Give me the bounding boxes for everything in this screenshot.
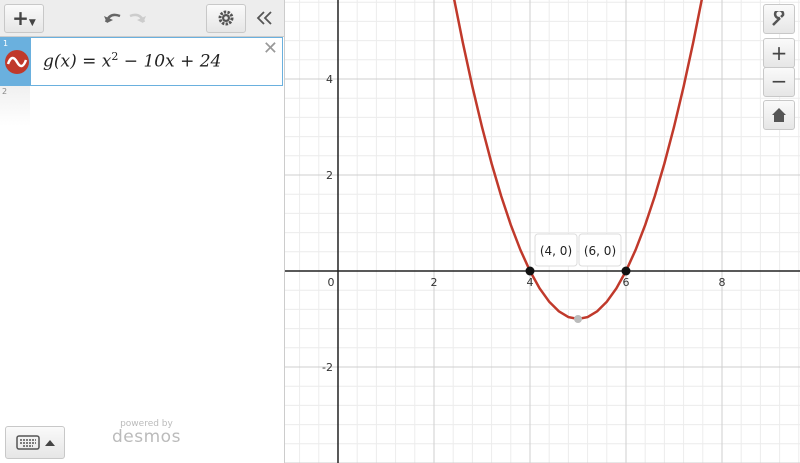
powered-by: powered by bbox=[120, 419, 173, 429]
expr-rest: − 10x + 24 bbox=[123, 51, 222, 72]
row-tab: 1 bbox=[1, 38, 31, 85]
wrench-icon bbox=[772, 8, 785, 26]
expr-base: x bbox=[101, 51, 112, 72]
expression-row[interactable]: 1 g(x) = x2 − 10x + 24 ✕ bbox=[0, 37, 283, 86]
keyboard-icon bbox=[16, 435, 55, 450]
row-number: 2 bbox=[2, 87, 8, 96]
undo-redo[interactable] bbox=[100, 8, 150, 28]
gear-icon bbox=[218, 10, 234, 26]
point-label-box bbox=[578, 233, 622, 267]
point-label: (4, 0) bbox=[540, 244, 572, 258]
expression-panel: +▼ 1 g(x) = x2 − 10x + 24 ✕ 2 powered by… bbox=[0, 0, 285, 463]
vertex-point bbox=[573, 315, 582, 324]
graph-paper: 0 2 4 6 8 -2 2 4 (4, 0) (6, 0) bbox=[285, 0, 800, 463]
branding: powered by desmos bbox=[112, 419, 181, 447]
point-label-box bbox=[534, 233, 578, 267]
y-tick-label: 2 bbox=[326, 169, 333, 182]
expr-lhs: g(x) bbox=[43, 51, 77, 72]
expr-exponent: 2 bbox=[111, 50, 119, 63]
settings-button[interactable] bbox=[206, 4, 246, 33]
expression: g(x) = x2 − 10x + 24 bbox=[43, 50, 221, 72]
zoom-in-button[interactable]: + bbox=[763, 38, 795, 68]
x-tick-label: 2 bbox=[430, 276, 437, 289]
keyboard-button[interactable] bbox=[5, 426, 65, 459]
expr-equals: = bbox=[82, 51, 97, 72]
wrench-button[interactable] bbox=[763, 4, 795, 34]
collapse-button[interactable] bbox=[256, 10, 274, 26]
graph-icon[interactable] bbox=[4, 49, 30, 75]
zoom-out-button[interactable]: − bbox=[763, 67, 795, 97]
intercept-point bbox=[621, 266, 631, 276]
home-button[interactable] bbox=[763, 100, 795, 130]
add-label: + bbox=[12, 6, 29, 30]
expression-row[interactable]: 2 bbox=[0, 86, 30, 126]
delete-button[interactable]: ✕ bbox=[262, 38, 278, 59]
y-tick-label: -2 bbox=[322, 361, 333, 374]
y-tick-label: 4 bbox=[326, 73, 333, 86]
x-tick-label: 4 bbox=[526, 276, 533, 289]
intercept-point bbox=[525, 266, 535, 276]
x-tick-label: 0 bbox=[327, 276, 334, 289]
toolbar: +▼ bbox=[0, 0, 284, 37]
x-tick-label: 6 bbox=[622, 276, 629, 289]
x-tick-label: 8 bbox=[718, 276, 725, 289]
home-icon bbox=[772, 108, 786, 122]
row-number: 1 bbox=[3, 39, 9, 48]
point-label: (6, 0) bbox=[584, 244, 616, 258]
brand: desmos bbox=[112, 427, 181, 447]
add-item-button[interactable]: +▼ bbox=[4, 4, 44, 33]
